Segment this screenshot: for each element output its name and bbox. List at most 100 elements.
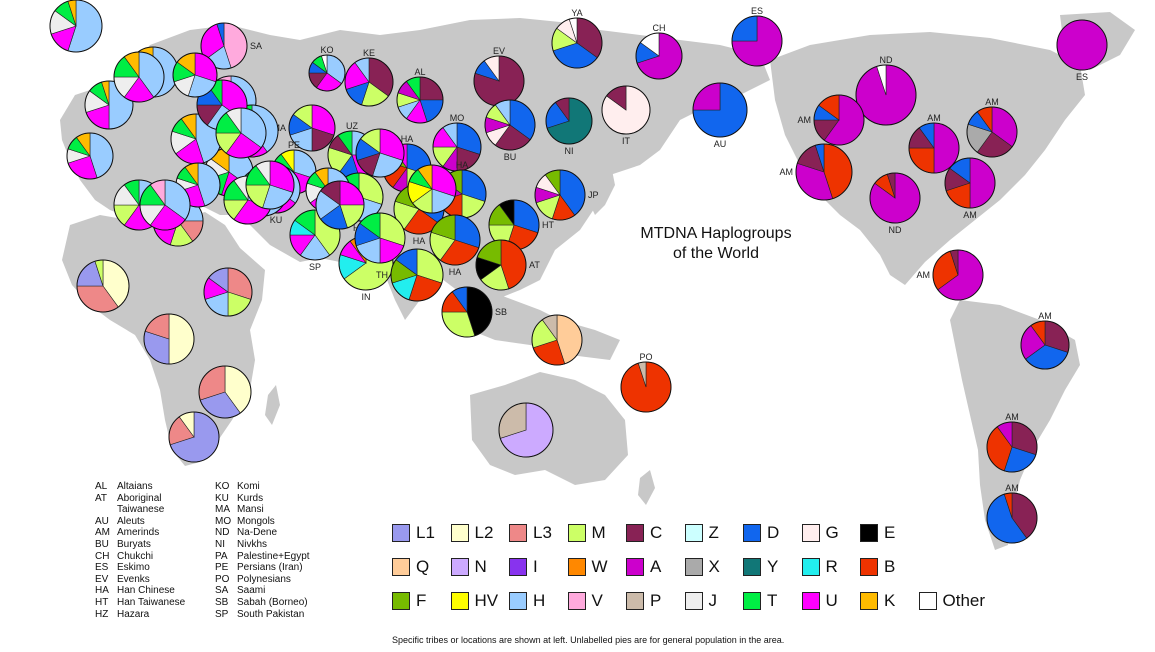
legend-swatch — [860, 558, 878, 576]
legend-swatch — [801, 558, 820, 576]
legend-swatch — [801, 592, 820, 610]
legend-label: T — [767, 591, 778, 610]
pie-label: KO — [320, 45, 333, 55]
pie-outline — [1020, 320, 1070, 370]
pie-label: PO — [639, 352, 652, 362]
pie-outline — [168, 411, 220, 463]
legend-swatch — [626, 558, 644, 576]
legend-label: Q — [416, 557, 430, 576]
haplogroup-pie: CH — [635, 23, 683, 80]
legend-label: Y — [767, 557, 779, 576]
tribe-code: KO — [215, 481, 230, 492]
legend-item-l2: L2 — [450, 522, 493, 544]
pie-outline — [966, 106, 1018, 158]
haplogroup-pie — [168, 411, 220, 463]
landmass-shape — [638, 470, 655, 505]
legend-item-u: U — [801, 590, 838, 612]
haplogroup-pie — [175, 162, 221, 208]
haplogroup-pie — [49, 0, 103, 53]
haplogroup-pie — [531, 314, 583, 366]
pie-outline — [113, 51, 165, 103]
pie-outline — [1056, 19, 1108, 71]
legend-label: B — [884, 557, 896, 576]
legend-label: M — [591, 523, 606, 542]
pie-outline — [396, 76, 444, 124]
tribe-code: HZ — [95, 608, 109, 620]
haplogroup-pie: IT — [601, 85, 651, 146]
pie-outline — [344, 57, 394, 107]
legend-swatch — [684, 592, 703, 610]
haplogroup-pie: ES — [1056, 19, 1108, 82]
haplogroup-pie — [203, 267, 253, 317]
legend-swatch — [801, 524, 820, 542]
legend-label: W — [591, 557, 608, 576]
legend-label: R — [825, 557, 838, 576]
legend-item-hv: HV — [450, 590, 498, 612]
tribe-name: Aboriginal — [117, 492, 162, 504]
legend-swatch — [450, 592, 469, 610]
haplogroup-pie — [113, 51, 165, 103]
tribe-name: Saami — [237, 585, 266, 597]
legend-item-n: N — [450, 556, 487, 578]
tribe-name: Amerinds — [117, 527, 160, 539]
tribe-name: Palestine+Egypt — [237, 550, 310, 562]
legend-label: L1 — [416, 523, 435, 542]
haplogroup-pie — [498, 402, 554, 458]
tribe-code: EV — [95, 573, 109, 585]
haplogroup-pie: AL — [396, 67, 444, 124]
legend-label: I — [533, 557, 538, 576]
legend-label: X — [708, 557, 720, 576]
tribe-name: Nivkhs — [237, 538, 268, 550]
legend-swatch — [392, 524, 410, 542]
pie-outline — [49, 0, 103, 53]
tribe-legend-row: AU Aleuts — [95, 516, 185, 528]
tribe-name: South Pakistan — [237, 608, 305, 620]
tribe-code: BU — [95, 538, 109, 550]
tribe-name: Mansi — [237, 504, 264, 516]
legend-item-y: Y — [743, 556, 778, 578]
tribe-name: Sabah (Borneo) — [237, 596, 308, 608]
pie-outline — [441, 286, 493, 338]
pie-label: SA — [250, 41, 262, 51]
tribe-legend-row: MA Mansi — [215, 504, 310, 516]
legend-swatch — [743, 524, 761, 542]
pie-label: AM — [963, 210, 977, 220]
map-title-line-2: of the World — [673, 245, 759, 262]
pie-label: AM — [798, 115, 812, 125]
pie-outline — [908, 122, 960, 174]
pie-label: HA — [413, 236, 426, 246]
tribe-code: CH — [95, 550, 110, 562]
legend-swatch — [392, 558, 410, 576]
tribe-code: SB — [215, 596, 229, 608]
haplogroup-pie: AM — [780, 143, 853, 201]
pie-label: HA — [449, 267, 462, 277]
legend-swatch — [860, 524, 878, 542]
pie-outline — [531, 314, 583, 366]
pie-label: AM — [1005, 483, 1019, 493]
tribe-code: PA — [215, 550, 228, 562]
pie-outline — [932, 249, 984, 301]
legend-label: Z — [708, 523, 719, 542]
pie-label: AM — [1038, 311, 1052, 321]
pie-outline — [289, 209, 341, 261]
legend-swatch — [509, 592, 527, 610]
legend-item-x: X — [684, 556, 720, 578]
tribe-name: Han Chinese — [117, 585, 175, 597]
legend-item-g: G — [801, 522, 839, 544]
pie-outline — [390, 248, 444, 302]
tribe-legend-row: HT Han Taiwanese — [95, 597, 185, 609]
haplogroup-pie: AM — [798, 94, 865, 146]
tribe-code: AU — [95, 515, 109, 527]
tribe-name: Hazara — [117, 608, 150, 620]
haplogroup-pie: ES — [731, 6, 783, 67]
legend-item-j: J — [684, 590, 717, 612]
haplogroup-pie: AM — [966, 97, 1018, 158]
pie-outline — [498, 402, 554, 458]
tribe-legend-row: SB Sabah (Borneo) — [215, 597, 310, 609]
pie-label: ES — [1076, 72, 1088, 82]
map-title: MTDNA Haplogroups of the World — [640, 225, 791, 262]
haplogroup-pie: SB — [441, 286, 507, 338]
legend-item-b: B — [860, 556, 895, 578]
